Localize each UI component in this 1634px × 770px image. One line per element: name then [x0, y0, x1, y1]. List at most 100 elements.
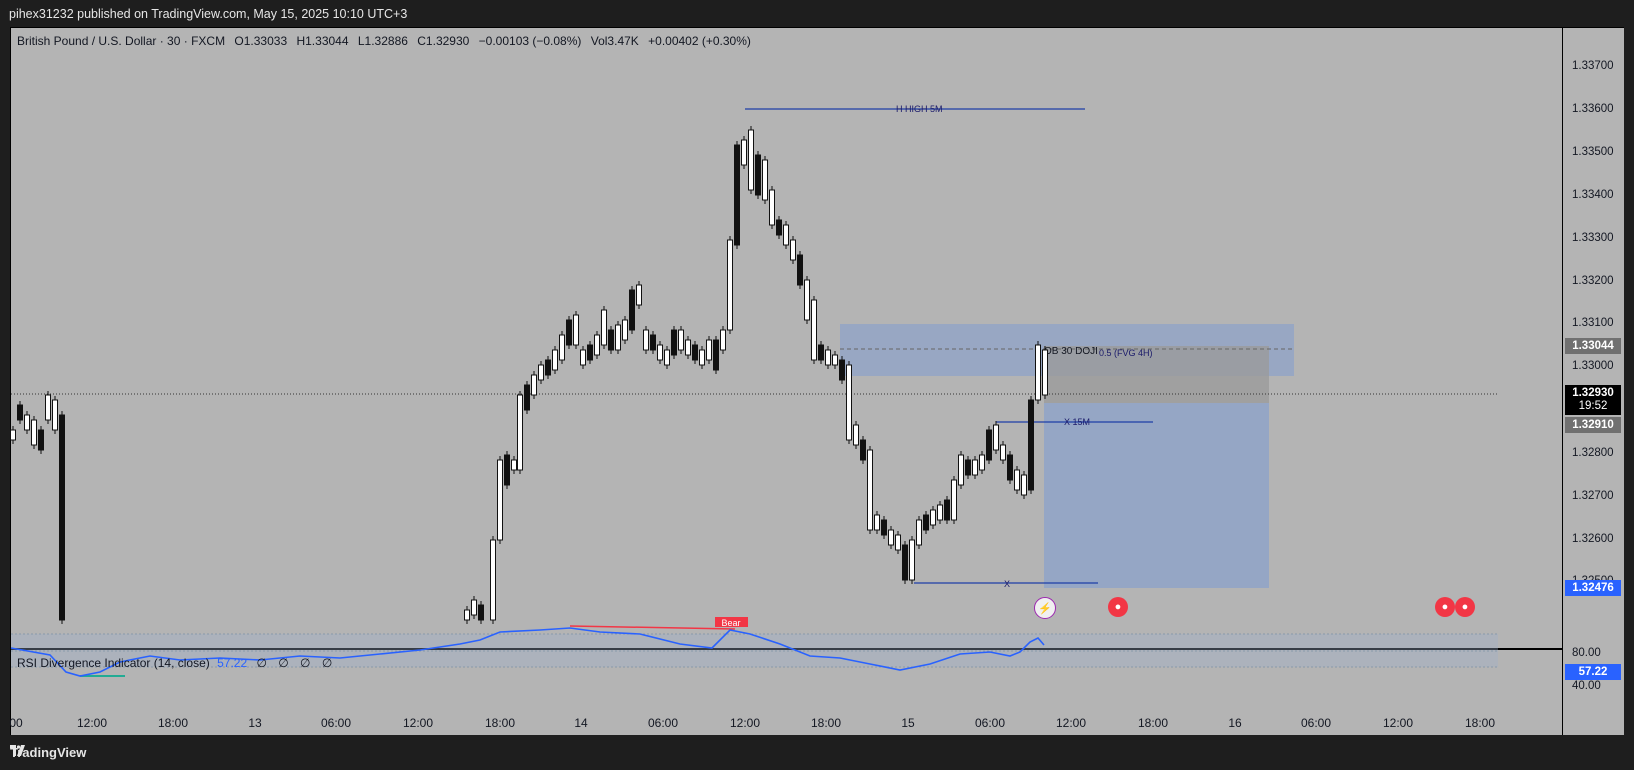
- time-axis-label: 12:00: [76, 716, 108, 730]
- candle-body: [888, 529, 894, 546]
- rsi-line: [10, 627, 1045, 677]
- entry-price-tag: 1.32910: [1565, 417, 1621, 433]
- candle-body: [531, 374, 537, 396]
- us-flag-event-icon[interactable]: ●: [1108, 597, 1128, 617]
- candle-body: [846, 364, 852, 441]
- time-axis-label: 14: [574, 716, 588, 730]
- time-axis-label: 12:00: [729, 716, 761, 730]
- us-flag-event-icon[interactable]: ●: [1455, 597, 1475, 617]
- candle-body: [944, 499, 950, 521]
- price-axis-label: 1.33100: [1572, 317, 1614, 329]
- candle-body: [615, 324, 621, 351]
- price-axis-label: 1.33300: [1572, 232, 1614, 244]
- candle-body: [594, 334, 600, 356]
- candle-body: [986, 429, 992, 461]
- symbol-legend[interactable]: British Pound / U.S. Dollar · 30 · FXCM …: [17, 34, 757, 48]
- time-axis-label: 18:00: [484, 716, 516, 730]
- lightning-event-icon[interactable]: ⚡: [1034, 597, 1056, 619]
- time-axis-label: 18:00: [1464, 716, 1496, 730]
- candle-body: [993, 424, 999, 451]
- time-axis-label: 12:00: [402, 716, 434, 730]
- candle-body: [45, 394, 51, 421]
- price-axis-label: 1.33600: [1572, 103, 1614, 115]
- candle-body: [671, 329, 677, 356]
- candle-body: [678, 329, 684, 351]
- candle-body: [497, 459, 503, 541]
- candle-body: [1021, 474, 1027, 496]
- candle-body: [471, 599, 477, 616]
- candle-body: [1007, 454, 1013, 481]
- candle-body: [552, 349, 558, 371]
- time-axis-label: 12:00: [1382, 716, 1414, 730]
- candle-body: [511, 459, 517, 471]
- rsi-value-tag: 57.22: [1565, 664, 1621, 680]
- last-price-tag: 1.32930 19:52: [1565, 385, 1621, 415]
- candle-body: [622, 319, 628, 341]
- candle-body: [979, 454, 985, 471]
- time-axis-label: 13: [248, 716, 262, 730]
- ohlc-high: H1.33044: [296, 34, 349, 48]
- time-axis-label: 18:00: [810, 716, 842, 730]
- candle-body: [1014, 469, 1020, 491]
- tradingview-brand[interactable]: TradingView: [10, 745, 86, 760]
- candle-body: [608, 329, 614, 351]
- price-axis[interactable]: [1563, 28, 1624, 735]
- candle-body: [24, 414, 30, 431]
- candle-body: [867, 449, 873, 531]
- tradingview-logo-icon: [10, 745, 25, 756]
- time-axis-label: 16: [1228, 716, 1242, 730]
- ob-doji-label: OB 30 DOJI: [1044, 346, 1098, 357]
- price-axis-label: 1.33500: [1572, 146, 1614, 158]
- us-flag-event-icon[interactable]: ●: [1435, 597, 1455, 617]
- candle-body: [881, 519, 887, 536]
- time-axis-label: 06:00: [1300, 716, 1332, 730]
- price-pane[interactable]: [11, 28, 1562, 648]
- candle-body: [38, 429, 44, 451]
- candle-body: [692, 344, 698, 361]
- candle-body: [972, 459, 978, 476]
- candle-body: [524, 384, 530, 411]
- candle-body: [490, 539, 496, 621]
- candle-body: [1028, 399, 1034, 491]
- time-axis-label: 06:00: [974, 716, 1006, 730]
- rsi-level-80: 80.00: [1572, 647, 1601, 659]
- rsi-pane[interactable]: [11, 650, 1562, 735]
- candle-body: [930, 509, 936, 526]
- price-axis-label: 1.33200: [1572, 275, 1614, 287]
- candle-body: [769, 189, 775, 226]
- bear-label: Bear: [721, 618, 740, 628]
- candle-body: [825, 349, 831, 366]
- candle-body: [713, 339, 719, 371]
- candle-body: [909, 539, 915, 581]
- candle-body: [832, 354, 838, 366]
- candle-body: [783, 224, 789, 246]
- bear-tag: [715, 617, 748, 627]
- candle-body: [951, 479, 957, 521]
- candle-body: [790, 239, 796, 261]
- reward-zone[interactable]: [1044, 403, 1269, 588]
- candle-body: [559, 334, 565, 361]
- fvg-label: 0.5 (FVG 4H): [1099, 348, 1153, 358]
- candle-body: [818, 344, 824, 361]
- candle-body: [755, 154, 761, 196]
- candle-body: [734, 144, 740, 246]
- publish-header: pihex31232 published on TradingView.com,…: [0, 0, 1634, 28]
- candle-body: [573, 314, 579, 346]
- risk-zone[interactable]: [1044, 346, 1269, 403]
- publish-info: pihex31232 published on TradingView.com,…: [9, 7, 408, 21]
- candle-body: [17, 404, 23, 421]
- candle-body: [741, 139, 747, 166]
- price-axis-label: 1.33000: [1572, 360, 1614, 372]
- rsi-legend[interactable]: RSI Divergence Indicator (14, close) 57.…: [17, 656, 336, 670]
- high-5m-label: H HIGH 5M: [896, 104, 943, 114]
- candle-body: [566, 319, 572, 346]
- candle-body: [664, 349, 670, 366]
- x-low-label: X: [1004, 579, 1010, 589]
- time-axis-label: 06:00: [647, 716, 679, 730]
- candle-body: [587, 344, 593, 361]
- candle-body: [1035, 344, 1041, 401]
- candle-body: [797, 254, 803, 286]
- x-15m-label: X 15M: [1064, 417, 1090, 427]
- candle-body: [916, 519, 922, 546]
